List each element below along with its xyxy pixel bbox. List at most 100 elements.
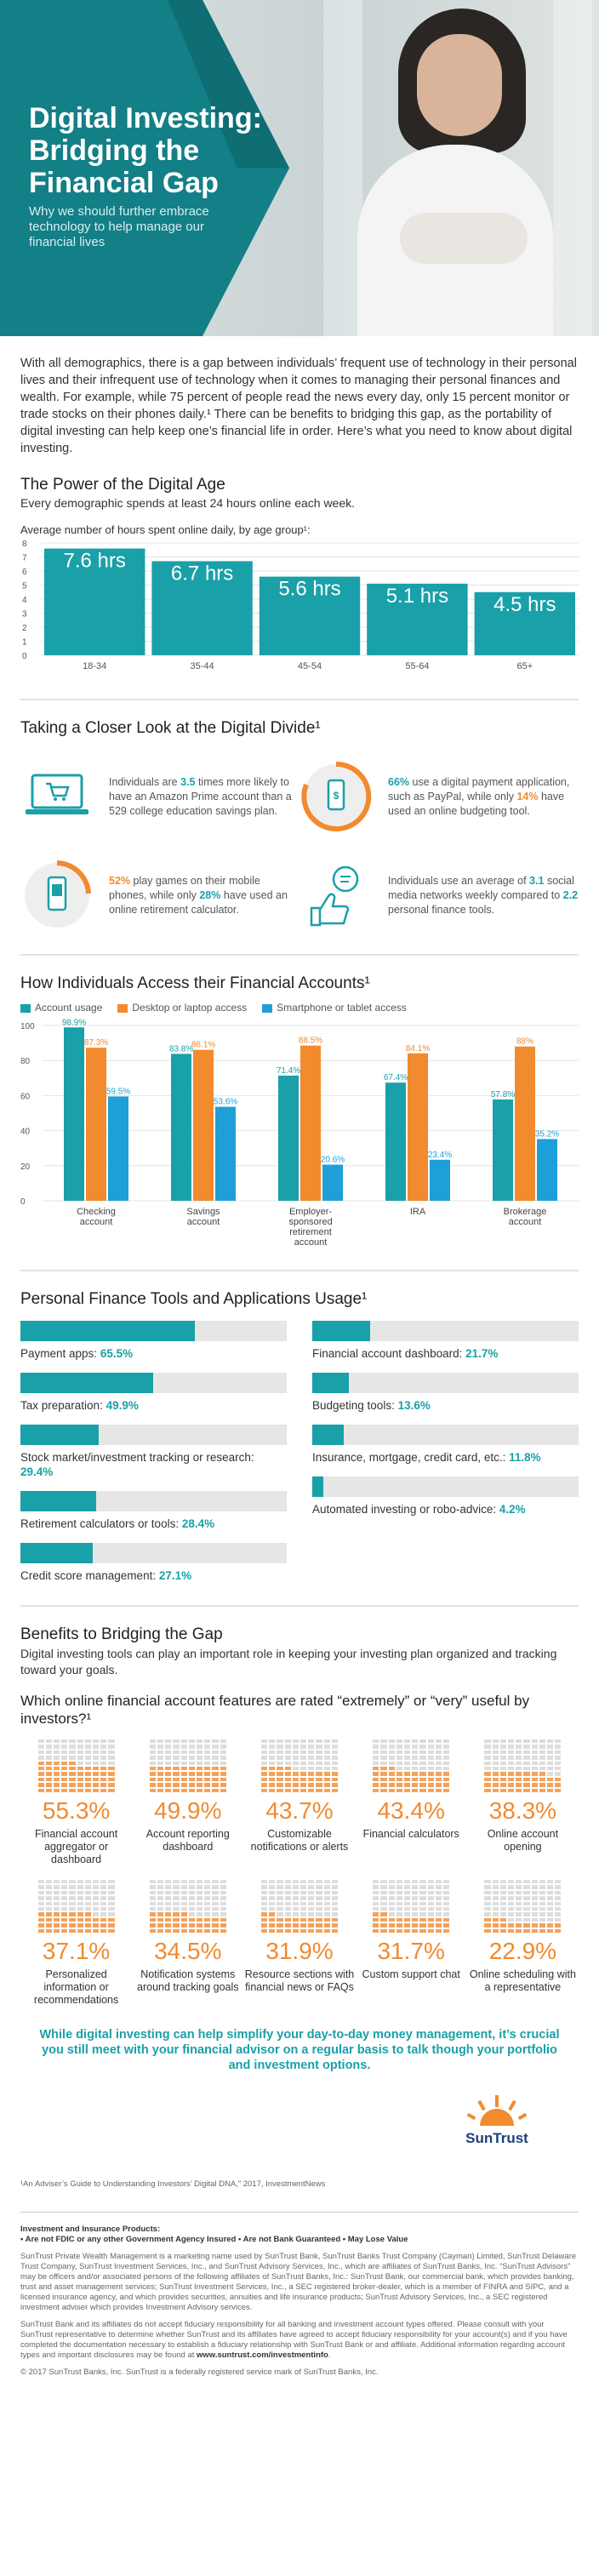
bar bbox=[86, 1048, 106, 1201]
bar-value-label: 59.5% bbox=[106, 1087, 130, 1096]
feature-percent: 22.9% bbox=[488, 1938, 557, 1964]
hero-banner: Digital Investing: Bridging the Financia… bbox=[0, 0, 599, 336]
bar bbox=[108, 1096, 128, 1201]
feature-label: Custom support chat bbox=[362, 1968, 460, 1980]
mobile-games-icon bbox=[20, 859, 94, 932]
feature-label: Notification systems around tracking goa… bbox=[137, 1968, 239, 1993]
x-tick-label: sponsored bbox=[288, 1217, 332, 1227]
bar bbox=[193, 1049, 214, 1201]
bar-value-label: 87.3% bbox=[84, 1038, 108, 1048]
x-tick-label: 65+ bbox=[516, 661, 533, 671]
tool-usage-item: Insurance, mortgage, credit card, etc.: … bbox=[312, 1425, 579, 1465]
bar bbox=[171, 1054, 191, 1201]
bar-value-label: 53.6% bbox=[214, 1098, 237, 1107]
bar-value-label: 57.8% bbox=[491, 1090, 515, 1100]
divide-item-social: Individuals use an average of 3.1 social… bbox=[300, 859, 579, 932]
bar-value-label: 88.5% bbox=[299, 1037, 322, 1046]
tools-left-column: Payment apps: 65.5% Tax preparation: 49.9… bbox=[20, 1321, 287, 1595]
tool-usage-bar bbox=[312, 1373, 579, 1393]
divide-item-games: 52% play games on their mobile phones, w… bbox=[20, 859, 300, 932]
benefits-heading: Benefits to Bridging the Gap bbox=[20, 1625, 223, 1643]
tool-usage-fill bbox=[20, 1321, 195, 1341]
feature-item: 43.7% Customizable notifications or alert… bbox=[243, 1739, 355, 1866]
bar-value-label: 86.1% bbox=[191, 1041, 215, 1050]
x-tick-label: Checking bbox=[77, 1207, 116, 1217]
feature-item: 49.9% Account reporting dashboard bbox=[132, 1739, 243, 1866]
tool-usage-label: Budgeting tools: 13.6% bbox=[312, 1399, 431, 1412]
y-tick-label: 4 bbox=[22, 596, 27, 605]
tool-usage-fill bbox=[312, 1476, 324, 1497]
x-tick-label: Savings bbox=[186, 1207, 220, 1217]
feature-item: 37.1% Personalized information or recomme… bbox=[20, 1880, 132, 2007]
legend-item: Account usage bbox=[20, 1002, 102, 1014]
benefits-text: Digital investing tools can play an impo… bbox=[20, 1647, 557, 1676]
feature-item: 43.4% Financial calculators bbox=[356, 1739, 467, 1866]
tool-usage-label: Payment apps: 65.5% bbox=[20, 1347, 134, 1360]
tool-usage-label: Stock market/investment tracking or rese… bbox=[20, 1451, 254, 1478]
window-light bbox=[323, 0, 362, 336]
bar-value-label: 67.4% bbox=[384, 1073, 408, 1082]
payment-app-icon: $ bbox=[300, 760, 373, 833]
bar-value-label: 4.5 hrs bbox=[493, 593, 556, 616]
intro-paragraph: With all demographics, there is a gap be… bbox=[20, 357, 577, 455]
bar bbox=[430, 1159, 450, 1201]
thumbs-up-chat-icon bbox=[300, 859, 373, 932]
feature-item: 38.3% Online account opening bbox=[467, 1739, 579, 1866]
tool-usage-fill bbox=[312, 1321, 370, 1341]
x-tick-label: Employer- bbox=[289, 1207, 332, 1217]
percent-waffle-grid bbox=[149, 1739, 226, 1792]
footer: ¹An Adviser’s Guide to Understanding Inv… bbox=[0, 2179, 599, 2378]
bar-value-label: 71.4% bbox=[277, 1066, 300, 1076]
feature-label: Financial calculators bbox=[362, 1828, 459, 1840]
percent-waffle-grid bbox=[260, 1880, 338, 1933]
tool-usage-bar bbox=[312, 1321, 579, 1341]
x-tick-label: account bbox=[294, 1237, 328, 1248]
y-tick-label: 0 bbox=[22, 652, 27, 661]
y-tick-label: 2 bbox=[22, 624, 27, 633]
tool-usage-item: Tax preparation: 49.9% bbox=[20, 1373, 287, 1413]
feature-percent: 31.7% bbox=[377, 1938, 445, 1964]
benefits-section: Benefits to Bridging the Gap Digital inv… bbox=[0, 1625, 599, 2154]
percent-waffle-grid bbox=[373, 1880, 450, 1933]
bar-value-label: 6.7 hrs bbox=[171, 562, 233, 585]
tool-usage-fill bbox=[20, 1373, 154, 1393]
features-grid: 55.3% Financial account aggregator or das… bbox=[0, 1728, 599, 2007]
tool-usage-bar bbox=[20, 1321, 287, 1341]
tool-usage-fill bbox=[312, 1425, 344, 1445]
footer-divider bbox=[20, 2212, 579, 2213]
hero-subtitle: Why we should further embrace technology… bbox=[29, 204, 209, 249]
feature-label: Online scheduling with a representative bbox=[469, 1968, 576, 1993]
feature-label: Financial account aggregator or dashboar… bbox=[34, 1828, 118, 1865]
suntrust-logo: SunTrust bbox=[0, 2073, 599, 2154]
access-section: How Individuals Access their Financial A… bbox=[0, 974, 599, 1256]
y-tick-label: 8 bbox=[22, 540, 27, 549]
bar-value-label: 98.9% bbox=[62, 1018, 86, 1027]
svg-text:$: $ bbox=[334, 790, 339, 802]
laptop-cart-icon bbox=[20, 760, 94, 833]
x-tick-label: account bbox=[509, 1217, 542, 1227]
feature-item: 55.3% Financial account aggregator or das… bbox=[20, 1739, 132, 1866]
feature-item: 22.9% Online scheduling with a representa… bbox=[467, 1880, 579, 2007]
products-line: • Are not FDIC or any other Government A… bbox=[20, 2235, 408, 2244]
bar bbox=[515, 1046, 535, 1201]
tool-usage-label: Retirement calculators or tools: 28.4% bbox=[20, 1517, 215, 1530]
tool-usage-label: Automated investing or robo-advice: 4.2% bbox=[312, 1503, 526, 1516]
bar-value-label: 84.1% bbox=[406, 1044, 430, 1054]
tool-usage-item: Automated investing or robo-advice: 4.2% bbox=[312, 1476, 579, 1516]
x-tick-label: retirement bbox=[289, 1227, 332, 1237]
bar-value-label: 83.8% bbox=[169, 1044, 193, 1054]
copyright: © 2017 SunTrust Banks, Inc. SunTrust is … bbox=[20, 2368, 379, 2377]
divider bbox=[20, 1605, 579, 1607]
feature-item: 31.7% Custom support chat bbox=[356, 1880, 467, 2007]
closing-statement: While digital investing can help simplif… bbox=[39, 2028, 560, 2072]
divider bbox=[20, 1270, 579, 1271]
bar bbox=[64, 1027, 84, 1201]
bar bbox=[493, 1099, 513, 1201]
disclosure-link[interactable]: www.suntrust.com/investmentinfo bbox=[197, 2350, 328, 2360]
bar-value-label: 20.6% bbox=[321, 1156, 345, 1165]
bar bbox=[367, 583, 468, 655]
tool-usage-bar bbox=[20, 1491, 287, 1511]
bar bbox=[44, 548, 145, 655]
y-tick-label: 6 bbox=[22, 568, 27, 577]
